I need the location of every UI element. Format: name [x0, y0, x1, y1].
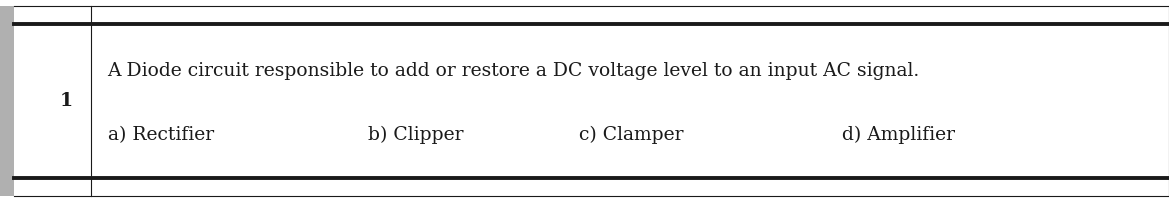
Text: A Diode circuit responsible to add or restore a DC voltage level to an input AC : A Diode circuit responsible to add or re…	[108, 62, 920, 80]
Text: 1: 1	[60, 92, 74, 110]
Bar	[0, 6, 14, 196]
Text: a) Rectifier: a) Rectifier	[108, 126, 214, 144]
Text: c) Clamper: c) Clamper	[579, 126, 683, 144]
Text: d) Amplifier: d) Amplifier	[842, 126, 955, 144]
Text: b) Clipper: b) Clipper	[368, 126, 464, 144]
